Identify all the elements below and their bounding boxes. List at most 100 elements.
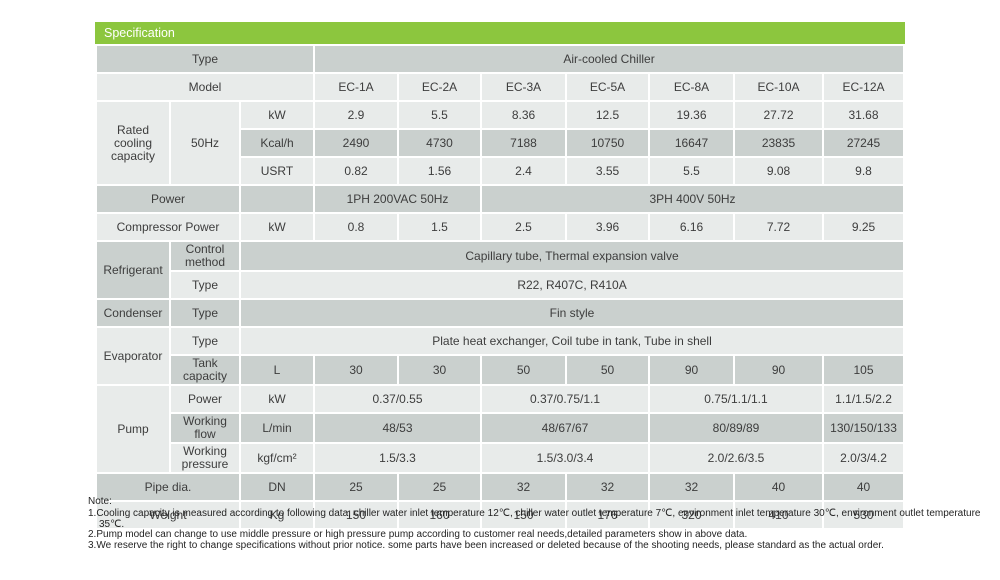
- value-cell: 1.1/1.5/2.2: [824, 386, 904, 412]
- value-cell: 27245: [824, 130, 904, 156]
- value-cell: 6.16: [650, 214, 733, 240]
- table-row: Type R22, R407C, R410A: [97, 272, 904, 298]
- unit-cell: kW: [241, 214, 313, 240]
- unit-cell: DN: [241, 474, 313, 500]
- value-cell: 10750: [567, 130, 648, 156]
- table-row: Kcal/h 2490 4730 7188 10750 16647 23835 …: [97, 130, 904, 156]
- model-cell: EC-5A: [567, 74, 648, 100]
- evaporator-label: Evaporator: [97, 328, 169, 384]
- table-row: Power 1PH 200VAC 50Hz 3PH 400V 50Hz: [97, 186, 904, 212]
- unit-cell: L: [241, 356, 313, 384]
- unit-cell: L/min: [241, 414, 313, 442]
- value-cell: 410: [735, 502, 822, 528]
- note-item: 3.We reserve the right to change specifi…: [88, 540, 884, 552]
- model-cell: EC-2A: [399, 74, 480, 100]
- value-cell: 23835: [735, 130, 822, 156]
- value-cell: 32: [650, 474, 733, 500]
- evaporator-type-value: Plate heat exchanger, Coil tube in tank,…: [241, 328, 904, 354]
- value-cell: 30: [399, 356, 480, 384]
- value-cell: 130/150/133: [824, 414, 904, 442]
- unit-cell: Kg: [241, 502, 313, 528]
- refrigerant-type-label: Type: [171, 272, 239, 298]
- value-cell: 320: [650, 502, 733, 528]
- power-value-3ph: 3PH 400V 50Hz: [482, 186, 904, 212]
- table-row: Refrigerant Control method Capillary tub…: [97, 242, 904, 298]
- value-cell: 2.0/2.6/3.5: [650, 444, 822, 472]
- value-cell: 27.72: [735, 102, 822, 128]
- value-cell: 25: [399, 474, 480, 500]
- model-cell: EC-1A: [315, 74, 397, 100]
- pump-label: Pump: [97, 386, 169, 472]
- table-row: Working pressure kgf/cm² 1.5/3.3 1.5/3.0…: [97, 444, 904, 472]
- value-cell: 9.8: [824, 158, 904, 184]
- value-cell: 19.36: [650, 102, 733, 128]
- value-cell: 3.96: [567, 214, 648, 240]
- value-cell: 3.55: [567, 158, 648, 184]
- value-cell: 2.5: [482, 214, 565, 240]
- value-cell: 0.37/0.55: [315, 386, 480, 412]
- value-cell: 40: [735, 474, 822, 500]
- table-row: Pump Power kW 0.37/0.55 0.37/0.75/1.1 0.…: [97, 386, 904, 472]
- control-method-label: Control method: [171, 242, 239, 270]
- unit-cell: USRT: [241, 158, 313, 184]
- power-value-1ph: 1PH 200VAC 50Hz: [315, 186, 480, 212]
- value-cell: 2.4: [482, 158, 565, 184]
- note-item: 1.Cooling capacity is measured according…: [88, 507, 981, 530]
- table-row: Rated cooling capacity 50Hz kW 2.9 5.5 8…: [97, 102, 904, 184]
- value-cell: 48/53: [315, 414, 480, 442]
- value-cell: 9.08: [735, 158, 822, 184]
- value-cell: 150: [315, 502, 397, 528]
- model-cell: EC-10A: [735, 74, 822, 100]
- unit-cell: kW: [241, 102, 313, 128]
- value-cell: 4730: [399, 130, 480, 156]
- table-row: USRT 0.82 1.56 2.4 3.55 5.5 9.08 9.8: [97, 158, 904, 184]
- value-cell: 8.36: [482, 102, 565, 128]
- unit-cell: kgf/cm²: [241, 444, 313, 472]
- empty-unit-cell: [241, 186, 313, 212]
- value-cell: 40: [824, 474, 904, 500]
- table-row: Model EC-1A EC-2A EC-3A EC-5A EC-8A EC-1…: [97, 74, 904, 100]
- note-item: 2.Pump model can change to use middle pr…: [88, 529, 748, 541]
- control-method-value: Capillary tube, Thermal expansion valve: [241, 242, 904, 270]
- type-row-label: Type: [97, 46, 313, 72]
- pipe-row-label: Pipe dia.: [97, 474, 239, 500]
- table-row: Evaporator Type Plate heat exchanger, Co…: [97, 328, 904, 384]
- model-cell: EC-3A: [482, 74, 565, 100]
- table-row: Type Air-cooled Chiller: [97, 46, 904, 72]
- value-cell: 16647: [650, 130, 733, 156]
- working-pressure-label: Working pressure: [171, 444, 239, 472]
- value-cell: 12.5: [567, 102, 648, 128]
- type-row-value: Air-cooled Chiller: [315, 46, 904, 72]
- table-row: Weight Kg 150 160 150 176 320 410 530: [97, 502, 904, 528]
- refrigerant-label: Refrigerant: [97, 242, 169, 298]
- value-cell: 30: [315, 356, 397, 384]
- value-cell: 2.9: [315, 102, 397, 128]
- table-row: Compressor Power kW 0.8 1.5 2.5 3.96 6.1…: [97, 214, 904, 240]
- value-cell: 2.0/3/4.2: [824, 444, 904, 472]
- spec-sheet: Specification Type Air-cooled Chiller Mo…: [95, 22, 905, 530]
- value-cell: 1.56: [399, 158, 480, 184]
- table-row: Working flow L/min 48/53 48/67/67 80/89/…: [97, 414, 904, 442]
- value-cell: 530: [824, 502, 904, 528]
- refrigerant-type-value: R22, R407C, R410A: [241, 272, 904, 298]
- value-cell: 50: [567, 356, 648, 384]
- value-cell: 0.82: [315, 158, 397, 184]
- value-cell: 1.5/3.0/3.4: [482, 444, 648, 472]
- weight-row-label: Weight: [97, 502, 239, 528]
- value-cell: 80/89/89: [650, 414, 822, 442]
- value-cell: 0.75/1.1/1.1: [650, 386, 822, 412]
- value-cell: 2490: [315, 130, 397, 156]
- value-cell: 90: [735, 356, 822, 384]
- unit-cell: kW: [241, 386, 313, 412]
- notes-title: Note:: [88, 496, 112, 507]
- pump-power-label: Power: [171, 386, 239, 412]
- value-cell: 5.5: [399, 102, 480, 128]
- condenser-type-label: Type: [171, 300, 239, 326]
- value-cell: 160: [399, 502, 480, 528]
- value-cell: 1.5: [399, 214, 480, 240]
- value-cell: 7.72: [735, 214, 822, 240]
- value-cell: 50: [482, 356, 565, 384]
- unit-cell: Kcal/h: [241, 130, 313, 156]
- value-cell: 0.8: [315, 214, 397, 240]
- condenser-label: Condenser: [97, 300, 169, 326]
